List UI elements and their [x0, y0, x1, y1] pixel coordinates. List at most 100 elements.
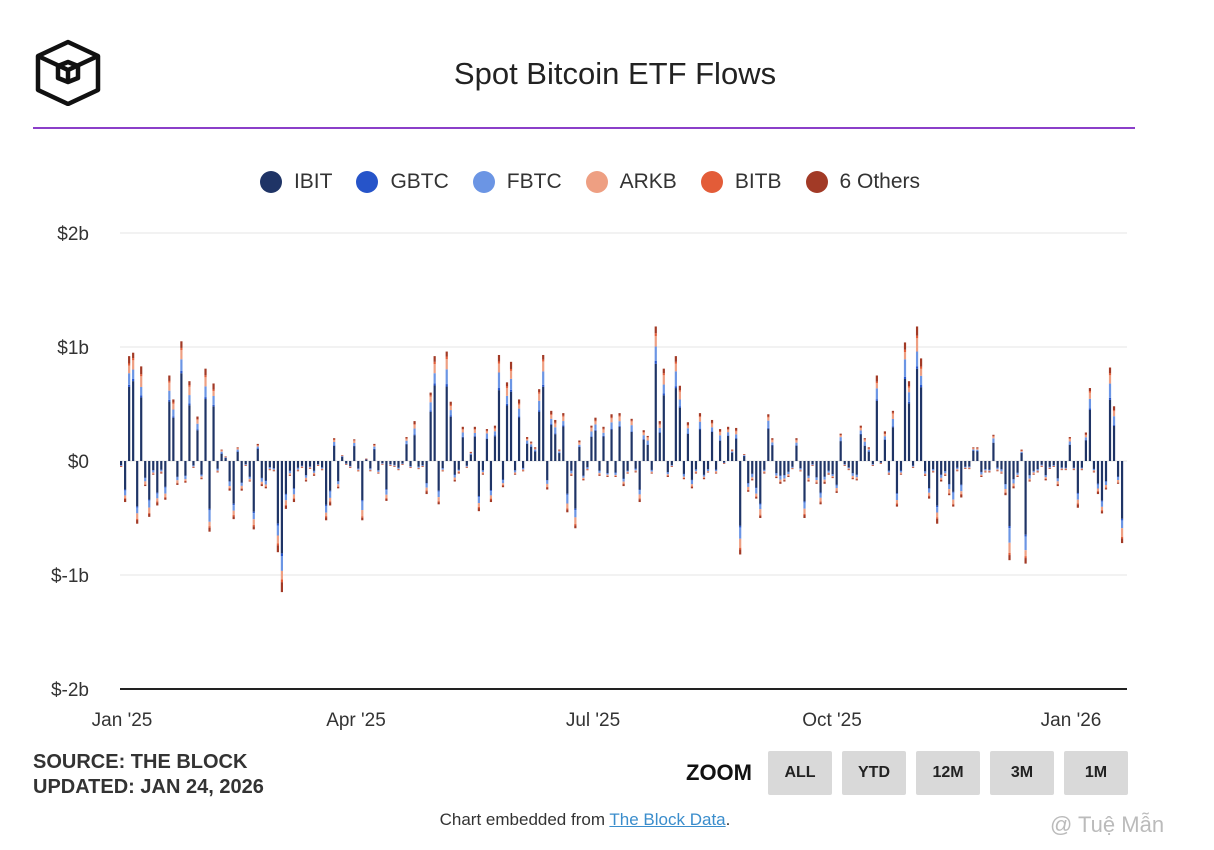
flow-bar[interactable] [706, 461, 710, 473]
legend-item-gbtc[interactable]: GBTC [356, 170, 449, 194]
flow-bar[interactable] [268, 461, 271, 471]
flow-bar[interactable] [851, 461, 854, 480]
flow-bar[interactable] [867, 447, 870, 461]
flow-bar[interactable] [361, 461, 364, 521]
flow-bar[interactable] [477, 461, 480, 512]
flow-bar[interactable] [618, 413, 621, 461]
flow-bar[interactable] [956, 461, 959, 472]
flow-bar[interactable] [389, 461, 392, 466]
flow-bar[interactable] [827, 461, 830, 475]
flow-bar[interactable] [1104, 461, 1108, 490]
flow-bar[interactable] [1048, 461, 1051, 469]
flow-bar[interactable] [425, 461, 428, 495]
flow-bar[interactable] [948, 461, 951, 496]
flow-bar[interactable] [875, 375, 878, 462]
flow-bar[interactable] [308, 461, 312, 469]
flow-bar[interactable] [1080, 461, 1083, 471]
flow-bar[interactable] [542, 354, 545, 461]
flow-bar[interactable] [919, 358, 923, 461]
flow-bar[interactable] [932, 461, 935, 473]
flow-bar[interactable] [1060, 461, 1063, 471]
flow-bar[interactable] [497, 354, 501, 461]
flow-bar[interactable] [924, 461, 927, 476]
flow-bar[interactable] [493, 425, 497, 461]
flow-bar[interactable] [727, 426, 730, 461]
flow-bar[interactable] [168, 375, 171, 462]
flow-bar[interactable] [614, 461, 617, 477]
flow-bar[interactable] [594, 417, 597, 461]
flow-bar[interactable] [437, 461, 440, 505]
flow-bar[interactable] [365, 458, 368, 461]
flow-bar[interactable] [582, 461, 585, 481]
flow-bar[interactable] [534, 447, 537, 461]
flow-bar[interactable] [634, 461, 637, 473]
flow-bar[interactable] [907, 381, 911, 461]
flow-bar[interactable] [891, 410, 895, 461]
flow-bar[interactable] [731, 449, 734, 461]
flow-bar[interactable] [232, 461, 235, 520]
flow-bar[interactable] [280, 461, 283, 593]
flow-bar[interactable] [1052, 461, 1055, 467]
flow-bar[interactable] [489, 461, 493, 503]
flow-bar[interactable] [795, 438, 798, 461]
flow-bar[interactable] [148, 461, 151, 517]
flow-bar[interactable] [204, 368, 207, 461]
flow-bar[interactable] [1032, 461, 1035, 475]
flow-bar[interactable] [184, 461, 187, 483]
flow-bar[interactable] [192, 461, 195, 468]
flow-bar[interactable] [120, 461, 123, 467]
flow-bar[interactable] [333, 438, 336, 461]
flow-bar[interactable] [1008, 461, 1011, 561]
legend-item-fbtc[interactable]: FBTC [472, 170, 562, 194]
flow-bar[interactable] [831, 461, 834, 479]
flow-bar[interactable] [964, 461, 967, 469]
flow-bar[interactable] [304, 461, 308, 482]
flow-bar[interactable] [329, 461, 332, 506]
flow-bar[interactable] [1000, 461, 1003, 474]
flow-bar[interactable] [783, 461, 786, 482]
flow-bar[interactable] [457, 461, 460, 474]
flow-bar[interactable] [124, 461, 127, 503]
flow-bar[interactable] [433, 356, 436, 461]
flow-bar[interactable] [606, 461, 609, 477]
flow-bar[interactable] [1116, 461, 1120, 484]
flow-bar[interactable] [578, 440, 581, 461]
flow-bar[interactable] [940, 461, 943, 482]
flow-bar[interactable] [1012, 461, 1015, 489]
legend-item-arkb[interactable]: ARKB [585, 170, 677, 194]
flow-bar[interactable] [353, 439, 356, 461]
flow-bar[interactable] [944, 461, 947, 476]
flow-bar[interactable] [1028, 461, 1031, 482]
flow-bar[interactable] [272, 461, 275, 472]
flow-bar[interactable] [566, 461, 569, 513]
zoom-3m-button[interactable]: 3M [990, 751, 1054, 795]
flow-bar[interactable] [887, 461, 891, 475]
flow-bar[interactable] [586, 461, 589, 471]
flow-bar[interactable] [690, 461, 694, 489]
flow-bar[interactable] [172, 399, 175, 461]
legend-item-ibit[interactable]: IBIT [259, 170, 332, 194]
flow-bar[interactable] [284, 461, 288, 509]
flow-bar[interactable] [1016, 461, 1019, 477]
flow-bar[interactable] [751, 461, 754, 481]
flow-bar[interactable] [911, 461, 915, 469]
flow-bar[interactable] [710, 419, 714, 461]
flow-bar[interactable] [417, 461, 420, 470]
flow-bar[interactable] [1096, 461, 1100, 495]
flow-bar[interactable] [666, 461, 669, 477]
flow-bar[interactable] [550, 410, 553, 461]
flow-bar[interactable] [775, 461, 778, 479]
flow-bar[interactable] [686, 422, 690, 461]
flow-bar[interactable] [473, 426, 476, 461]
flow-bar[interactable] [972, 447, 975, 461]
flow-bar[interactable] [421, 461, 424, 467]
flow-bar[interactable] [755, 461, 758, 499]
flow-bar[interactable] [501, 461, 505, 488]
flow-bar[interactable] [445, 351, 448, 461]
flow-bar[interactable] [871, 461, 874, 466]
flow-bar[interactable] [714, 461, 718, 474]
flow-bar[interactable] [767, 414, 770, 461]
flow-bar[interactable] [381, 461, 384, 465]
zoom-all-button[interactable]: ALL [768, 751, 832, 795]
flow-bar[interactable] [811, 461, 814, 466]
